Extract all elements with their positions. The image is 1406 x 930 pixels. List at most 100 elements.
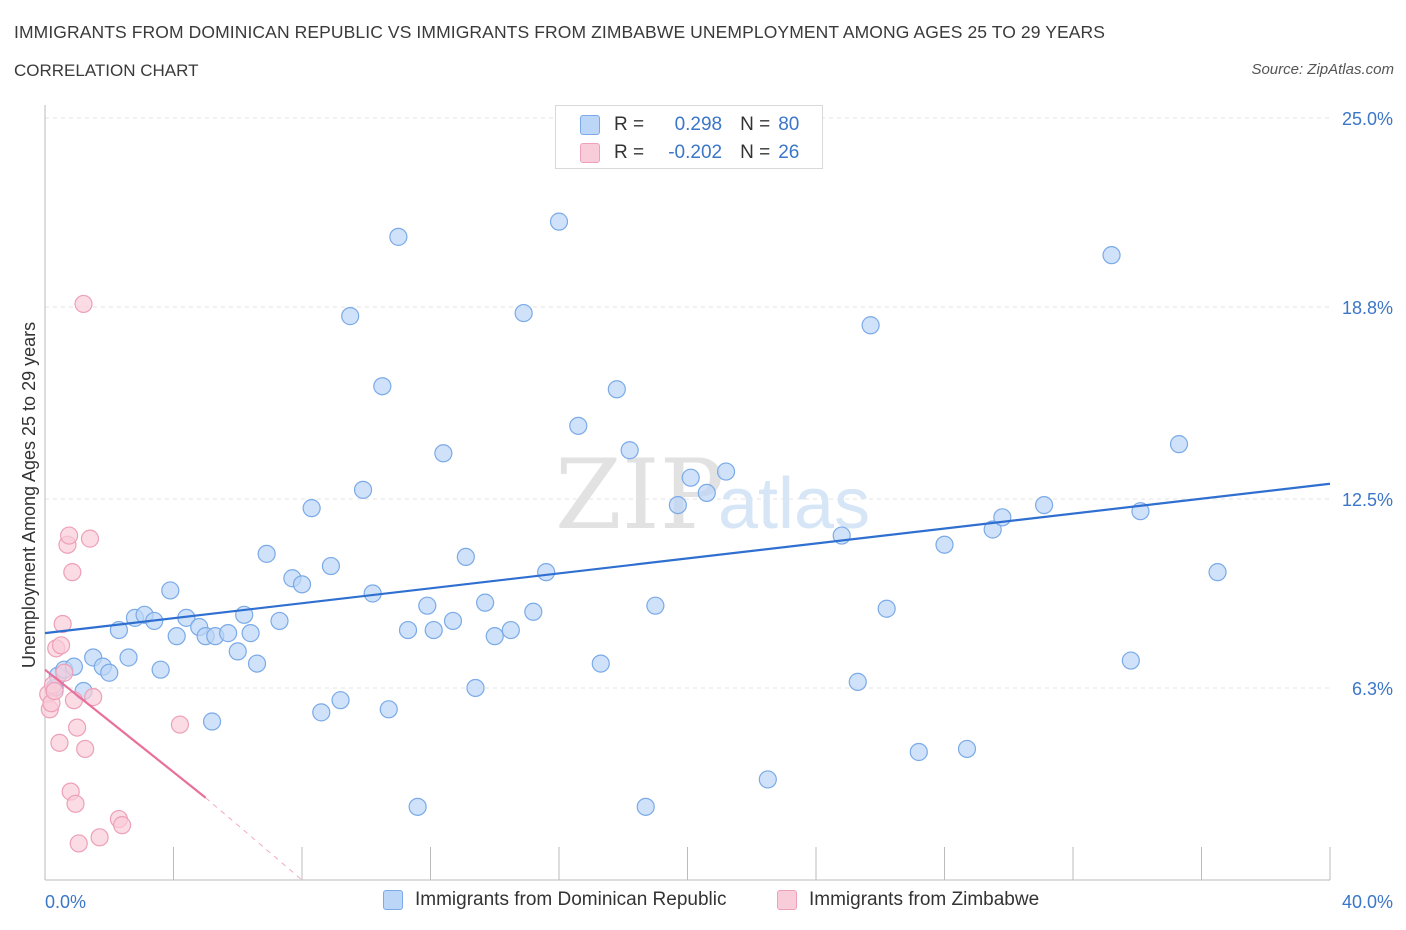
dominican-point (476, 593, 495, 612)
zimbabwe-point (68, 718, 87, 737)
dominican-point (716, 462, 736, 481)
dominican-point (100, 663, 119, 682)
zimbabwe-point (74, 294, 93, 314)
legend-row-dominican: R = 0.298 N = 80 (580, 113, 799, 137)
legend-r-label: R = (614, 142, 645, 163)
dominican-point (167, 627, 186, 646)
y-tick-label: 25.0% (1342, 109, 1393, 129)
x-tick-label: 0.0% (45, 892, 86, 912)
legend-swatch-pink (580, 143, 600, 163)
zimbabwe-point (112, 816, 132, 835)
dominican-point (1102, 246, 1121, 265)
dominican-point (389, 227, 408, 246)
zimbabwe-point (66, 794, 85, 813)
dominican-point (549, 212, 569, 231)
watermark: ZIP atlas (555, 439, 870, 551)
grid-layer (45, 117, 1330, 689)
dominican-point (161, 581, 180, 600)
zimbabwe-point (53, 614, 72, 634)
zimbabwe-point (170, 715, 190, 734)
dominican-trend-line (44, 482, 1331, 635)
dominican-point (247, 654, 267, 673)
dominican-point (620, 441, 639, 460)
dominican-point (668, 495, 687, 515)
zimbabwe-point (59, 526, 79, 545)
trend-layer (44, 482, 1331, 881)
source-credit: Source: ZipAtlas.com (1251, 61, 1394, 78)
zimbabwe-point (45, 681, 64, 701)
dominican-point (877, 599, 896, 618)
legend-n-value: 80 (778, 114, 800, 135)
bottom-legend-zimbabwe[interactable]: Immigrants from Zimbabwe (777, 889, 1039, 911)
dominican-point (681, 468, 700, 487)
dominican-point (983, 520, 1002, 539)
watermark-zip: ZIP (555, 439, 724, 551)
axes-layer: 6.3% 12.5% 18.8% 25.0% 0.0% 40.0% (44, 105, 1393, 912)
legend-label: Immigrants from Zimbabwe (809, 889, 1040, 910)
dominican-point (302, 499, 321, 518)
y-tick-label: 18.8% (1342, 298, 1393, 318)
points-layer (39, 212, 1227, 853)
zimbabwe-point (55, 663, 74, 682)
legend-n-label: N = (740, 142, 771, 163)
zimbabwe-point (63, 563, 82, 582)
zimbabwe-point (64, 691, 84, 710)
dominican-point (607, 380, 626, 399)
chart-subtitle: CORRELATION CHART (14, 61, 199, 80)
y-tick-label: 6.3% (1352, 679, 1393, 699)
y-axis-label: Unemployment Among Ages 25 to 29 years (19, 322, 39, 668)
legend-n-value: 26 (778, 142, 800, 163)
dominican-point (151, 660, 170, 679)
bottom-legend-dominican[interactable]: Immigrants from Dominican Republic (383, 889, 727, 911)
legend-swatch-blue (383, 890, 403, 910)
dominican-point (228, 642, 247, 661)
zimbabwe-point (80, 529, 100, 548)
dominican-point (697, 483, 716, 503)
chart-title: IMMIGRANTS FROM DOMINICAN REPUBLIC VS IM… (14, 22, 1106, 42)
y-tick-label: 12.5% (1342, 490, 1393, 510)
dominican-point (219, 624, 238, 643)
legend-n-label: N = (740, 114, 771, 135)
dominican-point (501, 620, 520, 640)
dominican-point (514, 303, 533, 323)
zimbabwe-point (69, 834, 88, 853)
legend-r-value: -0.202 (668, 142, 723, 163)
zimbabwe-trend-extension (205, 797, 303, 881)
legend-r-label: R = (614, 114, 645, 135)
zimbabwe-point (51, 636, 71, 655)
dominican-point (591, 654, 610, 673)
dominican-point (569, 416, 588, 435)
dominican-point (270, 611, 289, 631)
dominican-point (321, 556, 341, 576)
dominican-point (485, 627, 504, 646)
dominican-point (466, 678, 485, 698)
dominican-point (202, 712, 222, 731)
dominican-point (957, 739, 977, 759)
dominican-point (398, 620, 418, 640)
legend-r-value: 0.298 (674, 114, 723, 135)
dominican-point (443, 611, 463, 631)
dominican-point (341, 307, 360, 326)
dominican-point (292, 575, 312, 594)
dominican-point (524, 602, 543, 621)
zimbabwe-trend-line (44, 668, 207, 799)
dominican-point (408, 797, 427, 816)
dominican-point (373, 377, 392, 396)
dominican-point (353, 480, 373, 499)
x-tick-label: 40.0% (1342, 892, 1393, 912)
dominican-point (909, 742, 928, 762)
zimbabwe-point (50, 733, 69, 752)
dominican-point (758, 770, 777, 789)
legend-swatch-blue (580, 115, 600, 135)
dominican-point (331, 691, 350, 710)
legend-swatch-pink (777, 890, 797, 910)
dominican-point (312, 703, 331, 722)
dominican-point (434, 444, 453, 463)
dominican-point (1169, 435, 1189, 454)
dominican-point (848, 672, 867, 691)
dominican-point (379, 700, 398, 719)
zimbabwe-point (90, 828, 109, 847)
dominican-point (257, 544, 276, 563)
dominican-point (646, 596, 665, 615)
